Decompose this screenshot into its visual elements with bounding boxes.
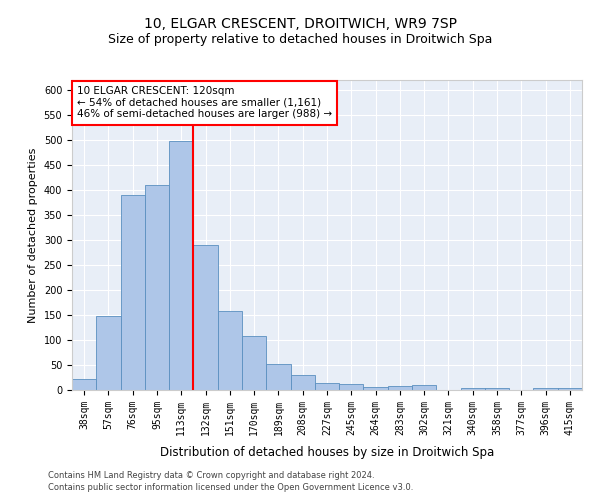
Text: 10, ELGAR CRESCENT, DROITWICH, WR9 7SP: 10, ELGAR CRESCENT, DROITWICH, WR9 7SP bbox=[143, 18, 457, 32]
Bar bbox=[242, 336, 266, 390]
Bar bbox=[145, 185, 169, 390]
Bar bbox=[461, 388, 485, 390]
Bar bbox=[315, 382, 339, 390]
Bar bbox=[412, 385, 436, 390]
Bar bbox=[364, 387, 388, 390]
Bar bbox=[121, 195, 145, 390]
Text: 10 ELGAR CRESCENT: 120sqm
← 54% of detached houses are smaller (1,161)
46% of se: 10 ELGAR CRESCENT: 120sqm ← 54% of detac… bbox=[77, 86, 332, 120]
Bar bbox=[533, 388, 558, 390]
Bar bbox=[339, 384, 364, 390]
Bar bbox=[169, 141, 193, 390]
Bar bbox=[193, 245, 218, 390]
X-axis label: Distribution of detached houses by size in Droitwich Spa: Distribution of detached houses by size … bbox=[160, 446, 494, 459]
Bar bbox=[290, 375, 315, 390]
Text: Size of property relative to detached houses in Droitwich Spa: Size of property relative to detached ho… bbox=[108, 32, 492, 46]
Bar bbox=[218, 311, 242, 390]
Y-axis label: Number of detached properties: Number of detached properties bbox=[28, 148, 38, 322]
Bar bbox=[96, 316, 121, 390]
Text: Contains public sector information licensed under the Open Government Licence v3: Contains public sector information licen… bbox=[48, 483, 413, 492]
Bar bbox=[558, 388, 582, 390]
Bar bbox=[72, 378, 96, 390]
Bar bbox=[388, 386, 412, 390]
Text: Contains HM Land Registry data © Crown copyright and database right 2024.: Contains HM Land Registry data © Crown c… bbox=[48, 470, 374, 480]
Bar bbox=[485, 388, 509, 390]
Bar bbox=[266, 364, 290, 390]
